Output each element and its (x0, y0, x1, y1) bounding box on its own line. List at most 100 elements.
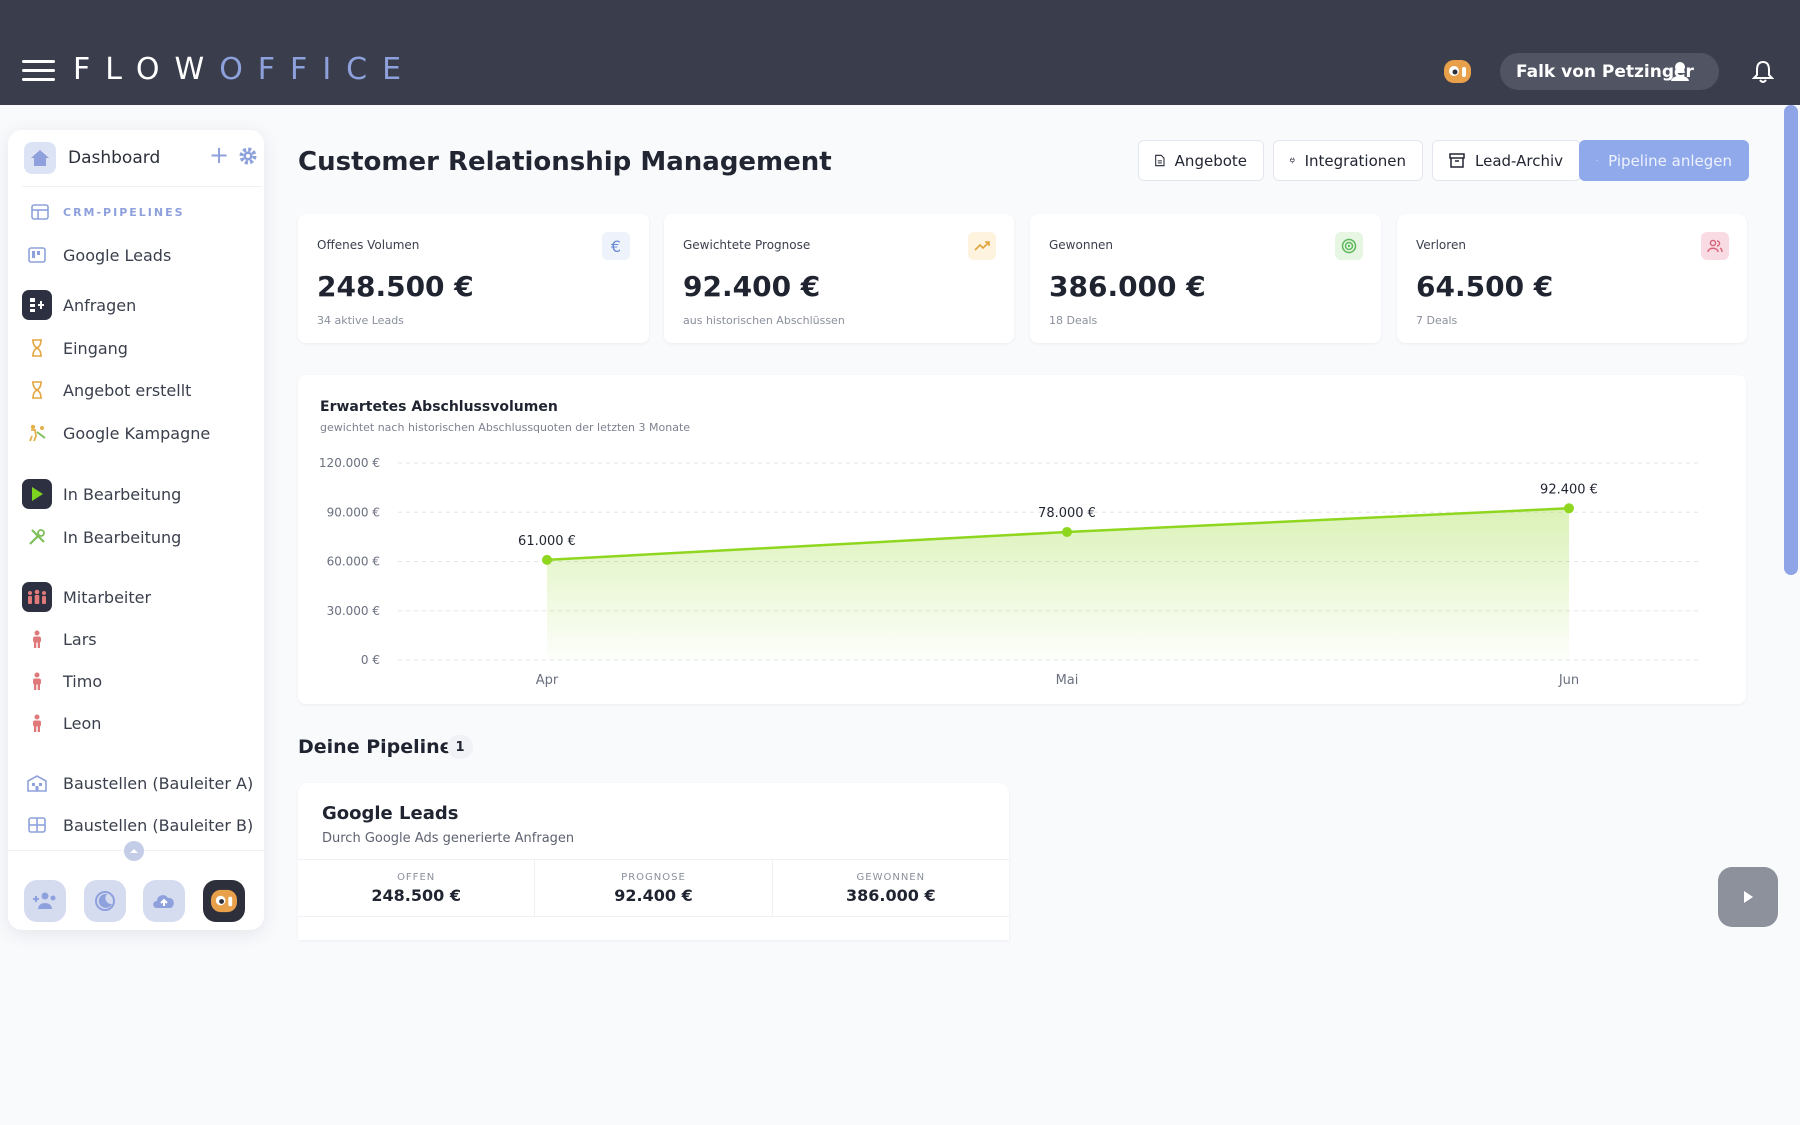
integrations-button[interactable]: Integrationen (1273, 140, 1423, 181)
scrollbar-thumb[interactable] (1784, 105, 1798, 575)
team-icon (22, 582, 52, 612)
kpi-card-weighted-forecast: Gewichtete Prognose 92.400 € aus histori… (664, 214, 1014, 343)
play-icon (1744, 891, 1753, 903)
cloud-upload-icon (153, 895, 174, 908)
cloud-upload-button[interactable] (143, 880, 185, 922)
play-icon (22, 479, 52, 509)
kpi-value: 92.400 € (683, 270, 821, 303)
hourglass-icon (22, 333, 52, 363)
offers-label: Angebote (1174, 151, 1247, 170)
app-logo: FLOWOFFICE (73, 52, 417, 87)
play-button[interactable] (1718, 867, 1778, 927)
data-point (542, 554, 552, 565)
lead-archive-label: Lead-Archiv (1475, 151, 1564, 170)
kpi-title: Offenes Volumen (317, 238, 420, 252)
sidebar-item-eingang[interactable]: Eingang (22, 333, 262, 363)
x-tick-label: Jun (1558, 673, 1579, 688)
lead-archive-button[interactable]: Lead-Archiv (1432, 140, 1581, 181)
bell-icon[interactable] (1752, 60, 1774, 84)
series-area (547, 508, 1569, 660)
plus-icon (1596, 159, 1599, 162)
sidebar-item-label: Baustellen (Bauleiter A) (63, 773, 254, 793)
add-user-button[interactable] (24, 880, 66, 922)
sidebar-item-angebot-erstellt[interactable]: Angebot erstellt (22, 375, 262, 405)
sidebar-item-label: In Bearbeitung (63, 527, 182, 547)
person-icon (22, 624, 52, 654)
sidebar-item-baustellen-a[interactable]: Baustellen (Bauleiter A) (22, 768, 262, 798)
y-tick-label: 90.000 € (327, 505, 380, 519)
kpi-card-won: Gewonnen 386.000 € 18 Deals (1030, 214, 1381, 343)
kpi-value: 386.000 € (1049, 270, 1206, 303)
menu-icon[interactable] (22, 60, 55, 82)
scrollbar[interactable] (1784, 105, 1800, 575)
sidebar-item-google-leads[interactable]: Google Leads (22, 240, 262, 270)
document-icon (1155, 154, 1165, 167)
dashboard-label: Dashboard (68, 148, 161, 168)
archive-icon (1449, 153, 1465, 168)
data-label: 78.000 € (1038, 506, 1096, 521)
sidebar-dashboard[interactable]: Dashboard + (24, 140, 262, 176)
chart-card: Erwartetes Abschlussvolumen gewichtet na… (298, 375, 1746, 704)
home-icon (24, 142, 56, 174)
pipeline-stat-open: OFFEN 248.500 € (298, 860, 536, 916)
top-bar: FLOWOFFICE Falk von Petzinger (0, 0, 1800, 105)
hourglass-icon (22, 375, 52, 405)
kpi-subtitle: aus historischen Abschlüssen (683, 314, 845, 327)
sidebar-item-baustellen-b[interactable]: Baustellen (Bauleiter B) (22, 810, 262, 840)
sidebar-item-timo[interactable]: Timo (22, 666, 262, 696)
section-label: CRM-PIPELINES (63, 206, 185, 219)
gear-icon[interactable] (238, 146, 258, 166)
y-tick-label: 0 € (361, 653, 380, 667)
sidebar-item-label: In Bearbeitung (63, 484, 182, 504)
divider (22, 186, 262, 187)
integrations-label: Integrationen (1304, 151, 1406, 170)
add-icon[interactable]: + (209, 141, 230, 169)
building-icon (22, 768, 52, 798)
kpi-value: 248.500 € (317, 270, 474, 303)
pipelines-title: Deine Pipelines (298, 736, 464, 758)
sidebar-item-lars[interactable]: Lars (22, 624, 262, 654)
stat-label: PROGNOSE (621, 872, 686, 883)
sidebar-item-label: Angebot erstellt (63, 380, 192, 400)
sidebar-item-leon[interactable]: Leon (22, 708, 262, 738)
assistant-button[interactable] (203, 880, 245, 922)
sidebar-item-in-bearbeitung[interactable]: In Bearbeitung (22, 479, 262, 509)
y-tick-label: 30.000 € (327, 604, 380, 618)
kpi-title: Verloren (1416, 238, 1466, 252)
user-menu-button[interactable]: Falk von Petzinger (1500, 53, 1719, 90)
person-icon (22, 666, 52, 696)
kpi-title: Gewonnen (1049, 238, 1114, 252)
app-mascot-icon[interactable] (1443, 58, 1472, 85)
euro-icon: € (602, 232, 630, 260)
plug-icon (1290, 157, 1295, 164)
kpi-subtitle: 7 Deals (1416, 314, 1458, 327)
pipeline-card[interactable]: Google Leads Durch Google Ads generierte… (298, 783, 1009, 940)
sidebar: Dashboard + CRM-PIPELINES Google Leads A… (8, 130, 264, 930)
sidebar-item-label: Google Leads (63, 245, 172, 265)
sidebar-item-label: Anfragen (63, 295, 137, 315)
pipeline-stat-forecast: PROGNOSE 92.400 € (535, 860, 773, 916)
sidebar-item-label: Timo (63, 671, 103, 691)
x-tick-label: Apr (536, 673, 559, 688)
data-point (1564, 503, 1574, 514)
chevron-up-icon[interactable] (124, 841, 144, 861)
sidebar-item-label: Lars (63, 629, 97, 649)
sidebar-item-anfragen[interactable]: Anfragen (22, 290, 262, 320)
new-pipeline-label: Pipeline anlegen (1608, 151, 1732, 170)
offers-button[interactable]: Angebote (1138, 140, 1264, 181)
org-chart-icon (22, 290, 52, 320)
tools-icon (22, 522, 52, 552)
new-pipeline-button[interactable]: Pipeline anlegen (1579, 140, 1749, 181)
app-mascot-icon (211, 889, 237, 913)
kanban-icon (22, 240, 52, 270)
sidebar-item-in-bearbeitung-2[interactable]: In Bearbeitung (22, 522, 262, 552)
dark-mode-button[interactable] (84, 880, 126, 922)
stat-value: 386.000 € (846, 886, 936, 905)
stat-label: GEWONNEN (856, 872, 926, 883)
sidebar-item-google-kampagne[interactable]: Google Kampagne (22, 418, 262, 448)
stat-value: 92.400 € (614, 886, 693, 905)
user-name: Falk von Petzinger (1516, 61, 1694, 82)
area-chart: 0 € 30.000 € 60.000 € 90.000 € 120.000 € 61.0… (319, 456, 1698, 688)
x-tick-label: Mai (1056, 673, 1079, 688)
sidebar-item-mitarbeiter[interactable]: Mitarbeiter (22, 582, 262, 612)
